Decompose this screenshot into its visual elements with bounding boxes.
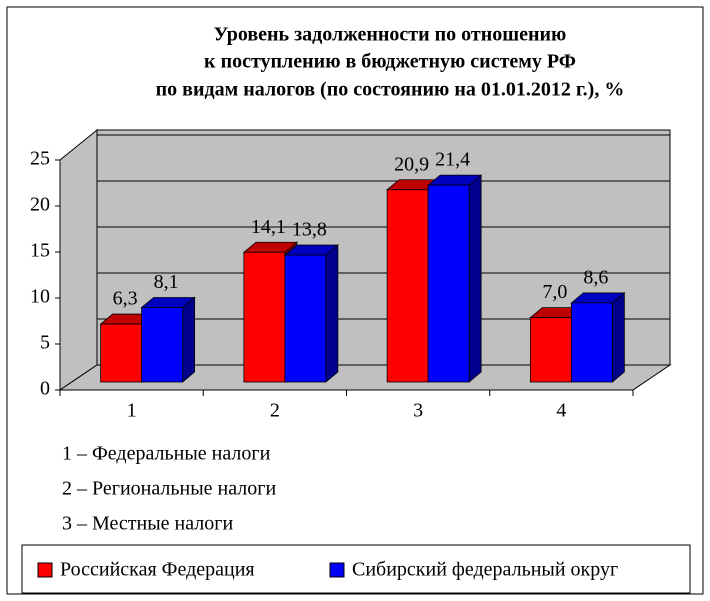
legend-label: Российская Федерация	[60, 559, 255, 581]
side-wall	[59, 128, 98, 391]
bar-side	[325, 244, 339, 383]
legend-label: Сибирский федеральный округ	[352, 559, 618, 581]
data-label: 8,1	[154, 271, 179, 293]
x-tick-label: 2	[270, 400, 280, 422]
y-tick-label: 25	[30, 148, 50, 170]
chart-title: Уровень задолженности по отношению	[214, 24, 567, 46]
x-tick-label: 1	[127, 400, 137, 422]
chart-title: к поступлению в бюджетную систему РФ	[204, 51, 576, 73]
bar	[284, 254, 327, 383]
note: 2 – Региональные налоги	[62, 478, 276, 500]
data-label: 8,6	[583, 266, 608, 288]
data-label: 21,4	[435, 149, 470, 171]
bar	[100, 323, 143, 383]
data-label: 14,1	[251, 216, 286, 238]
data-label: 6,3	[113, 288, 138, 310]
bar-side	[611, 292, 625, 383]
bar	[570, 302, 613, 383]
floor	[58, 364, 672, 391]
legend-swatch	[37, 562, 53, 578]
bar	[141, 307, 184, 383]
bar-side	[468, 174, 482, 383]
bar	[529, 317, 572, 383]
x-tick-label: 3	[413, 400, 423, 422]
bar	[386, 189, 429, 383]
chart-title: по видам налогов (по состоянию на 01.01.…	[156, 79, 625, 101]
bar	[427, 184, 470, 383]
data-label: 20,9	[394, 153, 429, 175]
note: 1 – Федеральные налоги	[62, 443, 271, 465]
data-label: 13,8	[292, 219, 327, 241]
legend-swatch	[329, 562, 345, 578]
legend	[21, 544, 691, 594]
y-tick-label: 20	[30, 194, 50, 216]
y-tick-label: 10	[30, 286, 50, 308]
x-tick-label: 4	[556, 400, 566, 422]
y-tick-label: 0	[40, 378, 50, 400]
y-tick-label: 15	[30, 240, 50, 262]
note: 3 – Местные налоги	[62, 513, 233, 535]
bar-side	[182, 296, 196, 383]
bar	[243, 251, 286, 383]
y-tick-label: 5	[40, 332, 50, 354]
data-label: 7,0	[542, 281, 567, 303]
